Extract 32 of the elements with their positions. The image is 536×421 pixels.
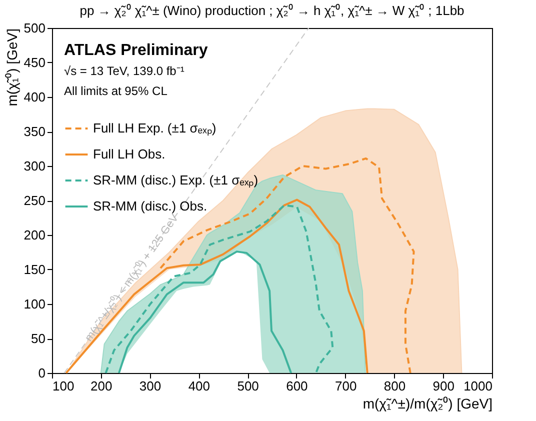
x-tick-label: 400 <box>188 378 210 394</box>
y-tick-label: 150 <box>24 262 46 277</box>
legend-label: SR-MM (disc.) Exp. (±1 σₑₓₚ) <box>93 172 258 188</box>
annotation: ATLAS Preliminary <box>64 42 208 59</box>
x-tick-label: 1000 <box>464 378 492 394</box>
legend-label: Full LH Exp. (±1 σₑₓₚ) <box>93 120 216 136</box>
y-axis-title: m(χ̃₁⁰) [GeV] <box>4 28 20 106</box>
x-tick-label: 100 <box>52 378 74 394</box>
y-tick-label: 50 <box>31 331 46 346</box>
legend-label: SR-MM (disc.) Obs. <box>93 198 208 214</box>
y-tick-label: 200 <box>24 228 46 242</box>
line-series <box>65 198 368 374</box>
y-tick-label: 300 <box>24 158 46 174</box>
x-tick-label: 300 <box>139 378 162 394</box>
y-tick-label: 400 <box>24 90 46 104</box>
y-tick-label: 250 <box>24 193 46 208</box>
annotation: √s = 13 TeV, 139.0 fb⁻¹ <box>64 64 184 78</box>
legend-label: Full LH Obs. <box>93 146 166 162</box>
x-tick-label: 700 <box>334 378 357 394</box>
y-tick-label: 0 <box>38 366 46 380</box>
x-tick-label: 500 <box>237 378 259 394</box>
y-tick-label: 100 <box>24 296 46 312</box>
chart-title: pp → χ̃₂⁰ χ̃₁^± (Wino) production ; χ̃₂⁰ → h χ̃₁⁰, χ̃₁^± → W χ̃₁⁰ ; 1Lbb <box>80 3 464 18</box>
y-tick-label: 350 <box>24 124 46 139</box>
x-tick-label: 900 <box>432 378 454 394</box>
y-tick-label: 450 <box>24 55 46 70</box>
x-tick-label: 800 <box>384 378 406 394</box>
y-tick-label: 500 <box>24 20 46 36</box>
x-tick-label: 200 <box>90 378 112 394</box>
annotation: All limits at 95% CL <box>64 84 168 98</box>
x-axis-title: m(χ̃₁^±)/m(χ̃₂⁰) [GeV] <box>362 396 492 412</box>
x-tick-label: 600 <box>286 378 308 394</box>
